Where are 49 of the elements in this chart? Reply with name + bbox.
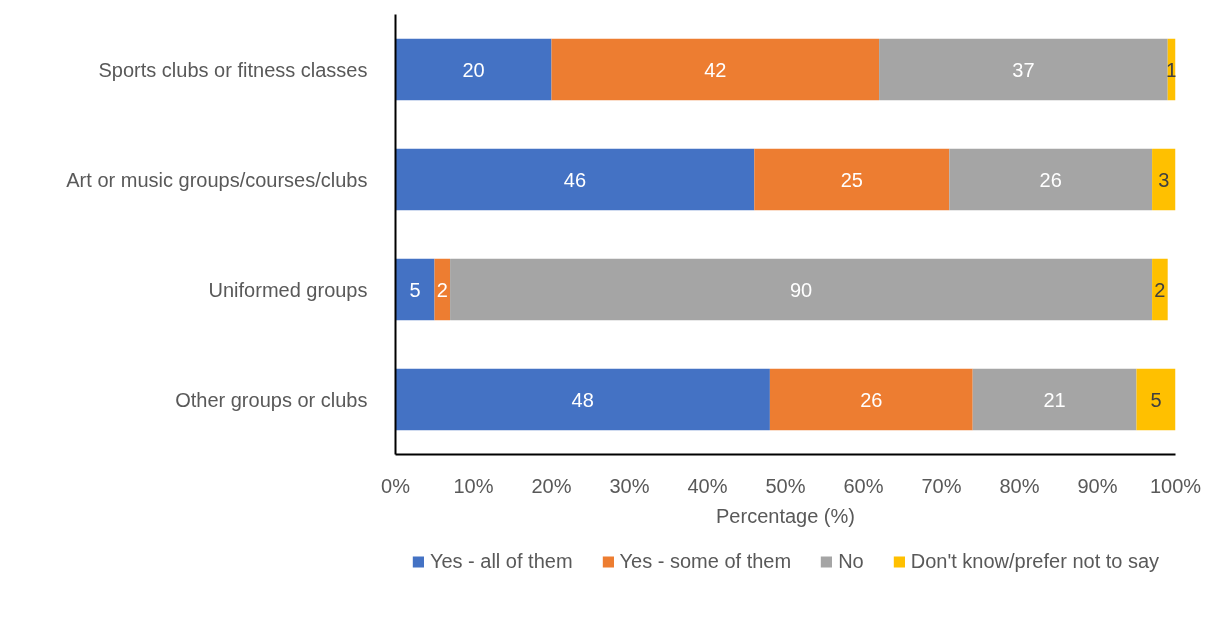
y-tick-label: Other groups or clubs — [175, 388, 368, 411]
bar — [754, 148, 950, 211]
data-label: 20 — [462, 58, 485, 81]
bar — [395, 258, 435, 321]
bar — [1136, 368, 1176, 431]
data-label: 3 — [1158, 168, 1170, 191]
y-tick-label: Sports clubs or fitness classes — [98, 58, 368, 81]
data-label: 26 — [1039, 168, 1062, 191]
x-axis-title: Percentage (%) — [716, 504, 855, 527]
data-label: 21 — [1043, 388, 1066, 411]
data-label: 5 — [409, 278, 421, 301]
x-tick-label: 0% — [381, 474, 411, 497]
legend-label: Yes - some of them — [619, 549, 792, 573]
x-tick-label: 20% — [531, 474, 572, 497]
bar — [1152, 258, 1168, 321]
x-tick-label: 40% — [687, 474, 728, 497]
y-tick-label: Uniformed groups — [208, 278, 368, 301]
bar — [551, 38, 880, 101]
data-label: 25 — [840, 168, 863, 191]
data-label: 46 — [563, 168, 587, 191]
x-tick-label: 10% — [453, 474, 494, 497]
bar — [769, 368, 973, 431]
bar — [949, 148, 1153, 211]
data-label: 5 — [1150, 388, 1162, 411]
data-label: 2 — [436, 278, 448, 301]
x-tick-label: 70% — [921, 474, 962, 497]
bar — [395, 148, 755, 211]
bar — [450, 258, 1153, 321]
data-label: 37 — [1012, 58, 1035, 81]
data-label: 42 — [704, 58, 727, 81]
y-tick-label: Art or music groups/courses/clubs — [66, 168, 368, 191]
data-label: 48 — [571, 388, 594, 411]
x-tick-label: 80% — [999, 474, 1040, 497]
legend-label: Don't know/prefer not to say — [910, 549, 1160, 573]
data-label: 90 — [789, 278, 813, 301]
bar — [879, 38, 1168, 101]
x-tick-label: 30% — [609, 474, 650, 497]
x-tick-label: 50% — [765, 474, 806, 497]
x-tick-label: 100% — [1149, 474, 1202, 497]
x-tick-label: 90% — [1077, 474, 1118, 497]
bar — [972, 368, 1137, 431]
bar — [395, 38, 552, 101]
legend-label: No — [838, 549, 864, 573]
data-label: 26 — [860, 388, 883, 411]
bar — [1152, 148, 1176, 211]
bar — [395, 368, 770, 431]
x-tick-label: 60% — [843, 474, 884, 497]
legend-label: Yes - all of them — [429, 549, 573, 573]
data-label: 2 — [1154, 278, 1166, 301]
